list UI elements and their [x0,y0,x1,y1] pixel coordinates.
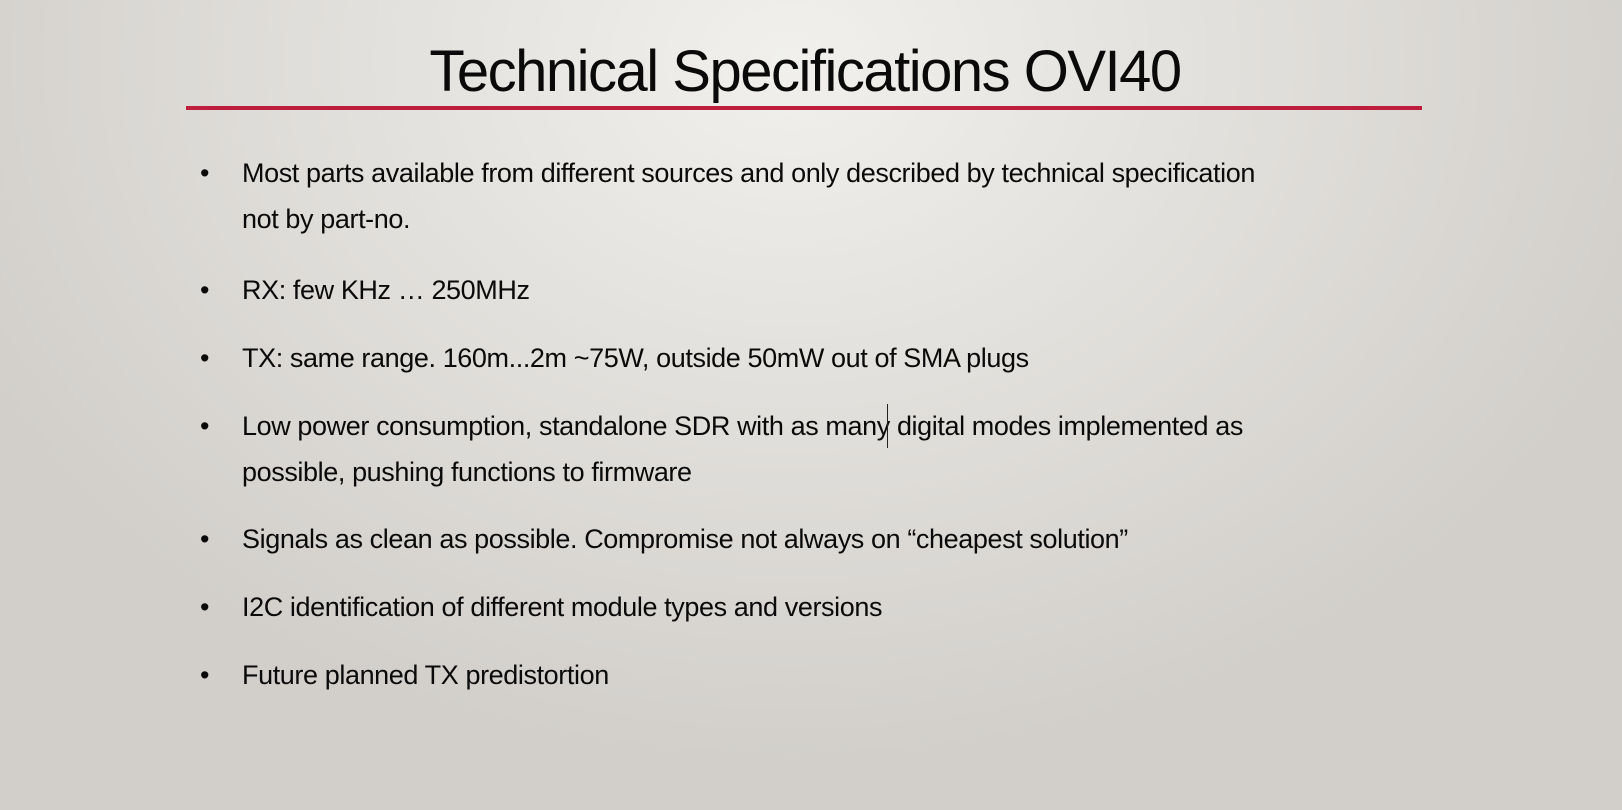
bullet-text: not by part-no. [242,204,411,234]
bullet-icon: • [200,411,210,441]
bullet-item: • TX: same range. 160m...2m ~75W, outsid… [200,335,1029,381]
bullet-icon: • [200,592,210,622]
bullet-item: • Most parts available from different so… [200,150,1255,242]
bullet-item: • Future planned TX predistortion [200,652,609,698]
bullet-item: • I2C identification of different module… [200,584,882,630]
bullet-icon: • [200,275,210,305]
bullet-text: Future planned TX predistortion [242,660,609,690]
bullet-text: possible, pushing functions to firmware [242,457,692,487]
bullet-text: I2C identification of different module t… [242,592,883,622]
slide-title: Technical Specifications OVI40 [429,39,1182,104]
title-underline [186,106,1422,110]
bullet-item: • Signals as clean as possible. Compromi… [200,516,1128,562]
bullet-item: • Low power consumption, standalone SDR … [200,403,1243,495]
text-cursor [887,404,888,448]
bullet-icon: • [200,660,210,690]
bullet-icon: • [200,343,210,373]
bullet-text: Most parts available from different sour… [242,158,1255,188]
bullet-text: TX: same range. 160m...2m ~75W, outside … [242,343,1029,373]
bullet-icon: • [200,158,210,188]
bullet-item: • RX: few KHz … 250MHz [200,267,530,313]
bullet-text: RX: few KHz … 250MHz [242,275,530,305]
bullet-icon: • [200,524,210,554]
bullet-text: Signals as clean as possible. Compromise… [242,524,1128,554]
bullet-text: Low power consumption, standalone SDR wi… [242,411,1243,441]
